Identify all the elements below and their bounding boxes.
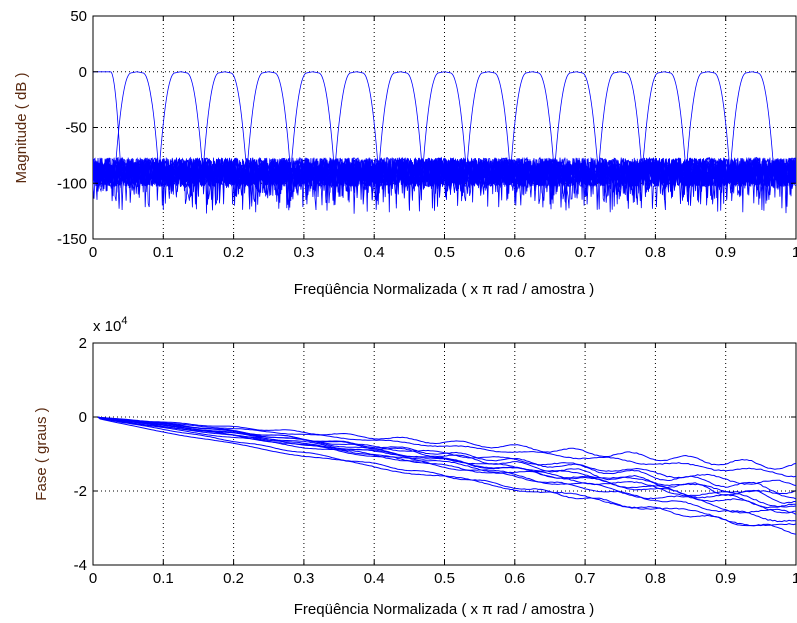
y-tick-label: -100 (57, 175, 87, 192)
x-tick-label: 1 (792, 244, 797, 261)
phase-curve (93, 416, 796, 470)
x-tick-label: 0.2 (223, 244, 244, 261)
x-tick-label: 0.3 (293, 244, 314, 261)
x-tick-label: 0.6 (504, 244, 525, 261)
phase-curve (93, 416, 796, 523)
phase-multiplier: x 104 (93, 315, 127, 335)
x-tick-label: 0.7 (575, 244, 596, 261)
magnitude-x-ticks: 0 0.1 0.2 0.3 0.4 0.5 0.6 0.7 0.8 0.9 1 (89, 16, 797, 261)
phase-y-ticks: 2 0 -2 -4 (74, 335, 796, 574)
y-tick-label: 0 (79, 64, 87, 81)
x-tick-label: 0.5 (434, 570, 455, 587)
x-tick-label: 0.5 (434, 244, 455, 261)
y-tick-label: 50 (70, 8, 87, 25)
phase-curve (93, 416, 796, 516)
phase-plot: 0 0.1 0.2 0.3 0.4 0.5 0.6 0.7 0.8 0.9 1 2 0 -2 -4 x 1… (33, 315, 797, 618)
phase-y-axis-label: Fase ( graus ) (33, 407, 50, 500)
phase-curve (93, 416, 796, 508)
y-tick-label: 2 (79, 335, 87, 352)
x-tick-label: 0 (89, 244, 97, 261)
x-tick-label: 0 (89, 570, 97, 587)
y-tick-label: 0 (79, 409, 87, 426)
magnitude-axes-box (92, 15, 797, 240)
x-tick-label: 0.2 (223, 570, 244, 587)
magnitude-curve (93, 71, 796, 213)
magnitude-curves (93, 71, 796, 214)
x-tick-label: 0.4 (364, 570, 385, 587)
phase-x-axis-label: Freqüência Normalizada ( x π rad / amost… (294, 601, 594, 618)
phase-multiplier-exponent: 4 (121, 315, 127, 327)
x-tick-label: 0.9 (715, 570, 736, 587)
magnitude-x-axis-label: Freqüência Normalizada ( x π rad / amost… (294, 281, 594, 298)
phase-curve (93, 416, 796, 535)
x-tick-label: 0.3 (293, 570, 314, 587)
y-tick-label: -4 (74, 557, 87, 574)
x-tick-label: 0.4 (364, 244, 385, 261)
magnitude-plot: 0 0.1 0.2 0.3 0.4 0.5 0.6 0.7 0.8 0.9 1 50 0 -50 -100… (13, 8, 797, 298)
x-tick-label: 0.8 (645, 244, 666, 261)
phase-curve (93, 416, 796, 514)
phase-curve (93, 416, 796, 478)
x-tick-label: 0.8 (645, 570, 666, 587)
x-tick-label: 0.1 (153, 244, 174, 261)
phase-curves (93, 416, 796, 535)
x-tick-label: 0.6 (504, 570, 525, 587)
phase-x-ticks: 0 0.1 0.2 0.3 0.4 0.5 0.6 0.7 0.8 0.9 1 (89, 343, 797, 587)
x-tick-label: 0.1 (153, 570, 174, 587)
x-tick-label: 0.9 (715, 244, 736, 261)
y-tick-label: -150 (57, 231, 87, 248)
x-tick-label: 0.7 (575, 570, 596, 587)
phase-multiplier-base: x 10 (93, 318, 121, 335)
y-tick-label: -50 (65, 120, 87, 137)
magnitude-y-axis-label: Magnitude ( dB ) (13, 73, 30, 184)
magnitude-y-ticks: 50 0 -50 -100 -150 (57, 8, 796, 248)
y-tick-label: -2 (74, 483, 87, 500)
phase-grid (93, 343, 796, 565)
x-tick-label: 1 (792, 570, 797, 587)
magnitude-curve (93, 71, 796, 207)
